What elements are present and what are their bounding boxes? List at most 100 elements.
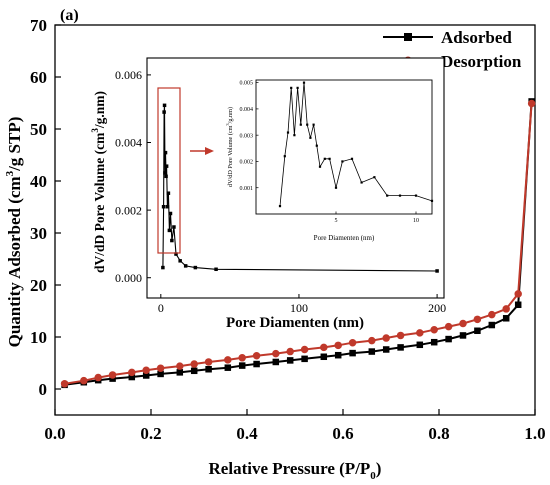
- data-point: [382, 334, 390, 342]
- y-tick-label: 50: [30, 120, 47, 139]
- x-tick-label: 10: [413, 218, 419, 224]
- data-point: [350, 157, 354, 160]
- data-point: [341, 160, 344, 163]
- data-point: [349, 349, 356, 357]
- legend-adsorbed-label: Adsorbed: [441, 28, 512, 47]
- data-point: [320, 353, 328, 361]
- data-point: [445, 335, 452, 343]
- data-point: [253, 360, 260, 368]
- data-point: [204, 358, 213, 366]
- y-tick-label: 10: [30, 328, 47, 347]
- x-tick-label: 0.0: [44, 424, 65, 443]
- data-point: [299, 123, 302, 126]
- data-point: [334, 341, 342, 350]
- data-point: [430, 325, 438, 334]
- x-tick-label: 0.2: [140, 424, 161, 443]
- data-point: [296, 86, 299, 89]
- data-point: [473, 315, 482, 324]
- data-point: [60, 380, 69, 388]
- data-point: [172, 225, 176, 229]
- data-point: [416, 329, 424, 337]
- y-tick-label: 0.001: [240, 186, 254, 192]
- y-tick-label: 0.005: [240, 81, 254, 87]
- data-point: [488, 310, 496, 319]
- data-point: [164, 164, 169, 168]
- y-tick-label: 0: [39, 380, 48, 399]
- y-tick-label: 0.006: [115, 68, 142, 82]
- data-point: [302, 81, 306, 84]
- data-point: [334, 351, 342, 359]
- data-point: [382, 346, 390, 353]
- data-point: [459, 319, 467, 328]
- data-point: [286, 357, 294, 364]
- data-point: [278, 205, 282, 208]
- data-point: [170, 238, 174, 243]
- data-point: [502, 315, 510, 322]
- data-point: [309, 136, 312, 139]
- data-point: [386, 194, 389, 197]
- inset-x-axis-title: Pore Diamenten (nm): [226, 315, 364, 331]
- data-point: [238, 362, 246, 369]
- legend-adsorbed-marker: [404, 33, 412, 41]
- zoom-arrow-head: [205, 147, 214, 155]
- data-point: [396, 331, 405, 340]
- x-tick-label: 0.8: [428, 424, 449, 443]
- data-point: [290, 86, 293, 89]
- data-point: [174, 252, 178, 256]
- data-point: [286, 347, 294, 356]
- data-point: [166, 191, 171, 195]
- y-tick-label: 20: [30, 276, 47, 295]
- data-point: [514, 290, 522, 298]
- x-tick-label: 200: [428, 301, 446, 315]
- data-point: [157, 370, 164, 378]
- data-point: [301, 355, 308, 363]
- main-series-group: [60, 98, 536, 389]
- data-point: [176, 369, 184, 376]
- zoom-inset-series-group: [278, 81, 434, 208]
- data-point: [94, 373, 102, 382]
- data-point: [214, 267, 218, 272]
- y-tick-label: 0.002: [115, 203, 142, 217]
- y-tick-label: 70: [30, 16, 47, 35]
- data-point: [368, 336, 376, 345]
- data-point: [444, 322, 453, 331]
- data-point: [373, 176, 376, 179]
- inset-series-group: [161, 103, 439, 273]
- data-point: [108, 371, 117, 379]
- data-point: [514, 301, 522, 309]
- data-point: [193, 265, 198, 270]
- data-point: [163, 171, 167, 175]
- data-point: [334, 186, 338, 189]
- data-point: [397, 344, 404, 351]
- data-point: [128, 368, 136, 377]
- data-point: [416, 341, 424, 349]
- data-point: [183, 264, 188, 268]
- y-tick-label: 30: [30, 224, 47, 243]
- data-point: [527, 99, 536, 108]
- x-tick-label: 0: [158, 301, 164, 315]
- data-point: [178, 259, 182, 263]
- inset-y-axis-title: dV/dD Pore Volume (cm3/g.nm): [90, 91, 107, 273]
- data-point: [205, 365, 212, 373]
- data-point: [272, 349, 280, 358]
- data-point: [300, 345, 309, 354]
- panel-label: (a): [60, 7, 79, 24]
- data-point: [435, 269, 439, 273]
- data-point: [398, 194, 402, 197]
- data-point: [142, 372, 150, 379]
- data-point: [306, 123, 309, 126]
- data-point: [252, 351, 261, 360]
- data-point: [312, 123, 315, 126]
- zoom-inset-axis-ticks: 5 10 0.001 0.002 0.003 0.004 0.005: [240, 81, 420, 224]
- main-plot-frame: [54, 24, 536, 416]
- data-point: [162, 110, 166, 114]
- data-point: [165, 204, 170, 209]
- data-point: [272, 358, 280, 366]
- data-point: [293, 134, 296, 137]
- y-tick-label: 0.002: [240, 160, 254, 166]
- inset-axis-ticks: 0 100 200 0.000 0.002 0.004 0.006: [115, 68, 446, 315]
- main-y-axis-title: Quantity Adsorbed (cm3/g STP): [4, 117, 24, 348]
- y-tick-label: 60: [30, 68, 47, 87]
- data-point: [167, 228, 172, 233]
- data-point: [190, 360, 198, 368]
